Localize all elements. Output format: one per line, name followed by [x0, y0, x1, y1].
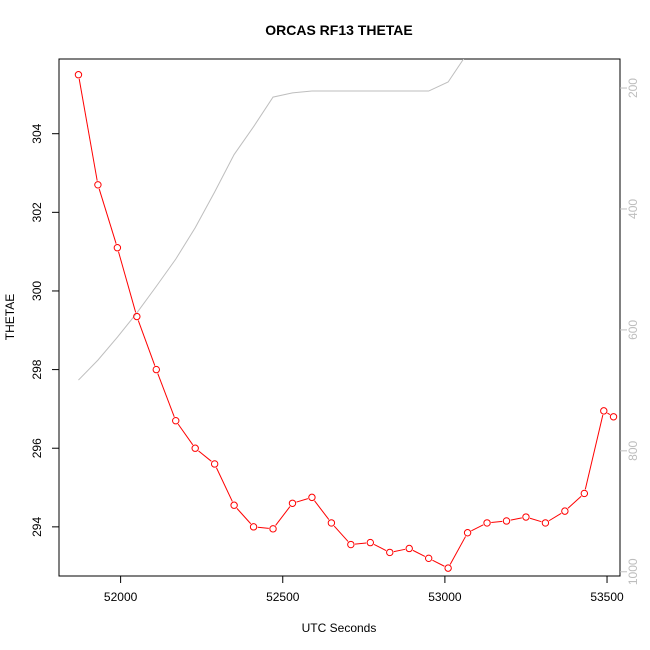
thetae-segment: [314, 500, 330, 520]
thetae-point: [172, 417, 180, 425]
y-axis-label: THETAE: [3, 294, 17, 340]
x-tick-label: 53500: [590, 590, 624, 604]
thetae-segment: [567, 495, 582, 509]
thetae-segment: [157, 373, 175, 417]
thetae-segment: [257, 526, 269, 529]
thetae-segment: [215, 467, 233, 502]
thetae-segment: [296, 498, 309, 503]
thetae-point: [366, 538, 375, 547]
thetae-point: [541, 519, 550, 527]
y-tick-label: 298: [30, 359, 44, 379]
thetae-segment: [412, 549, 426, 557]
thetae-segment: [491, 520, 503, 523]
thetae-point: [308, 493, 316, 502]
thetae-segment: [275, 506, 291, 526]
thetae-point: [133, 312, 141, 321]
chart-title: ORCAS RF13 THETAE: [265, 22, 413, 38]
y-tick-label: 300: [30, 281, 44, 301]
y-tick-label: 296: [30, 438, 44, 458]
thetae-point: [561, 507, 569, 515]
thetae-point: [386, 548, 394, 557]
thetae-segment: [393, 548, 406, 553]
thetae-point: [94, 181, 102, 189]
thetae-point: [347, 540, 355, 549]
thetae-segment: [236, 508, 252, 525]
thetae-point: [424, 554, 433, 563]
x-tick-label: 52000: [104, 590, 138, 604]
y2-tick-label: 600: [626, 320, 640, 340]
thetae-segment: [449, 536, 467, 565]
thetae-segment: [529, 517, 542, 523]
thetae-point: [288, 499, 297, 507]
thetae-segment: [432, 559, 445, 567]
thetae-point: [113, 244, 122, 252]
thetae-point: [463, 529, 472, 537]
x-axis-label: UTC Seconds: [302, 621, 377, 635]
thetae-segment: [333, 525, 349, 542]
thetae-segment: [198, 450, 212, 462]
thetae-point: [74, 71, 83, 79]
thetae-point: [444, 564, 452, 572]
x-tick-label: 53000: [428, 590, 462, 604]
thetae-point: [210, 460, 219, 468]
thetae-segment: [510, 517, 522, 521]
thetae-point: [580, 489, 589, 498]
thetae-point: [269, 525, 277, 533]
thetae-segment: [548, 512, 562, 522]
series-pressure: [78, 59, 465, 381]
thetae-point: [191, 444, 199, 452]
thetae-point: [600, 407, 608, 415]
thetae-point: [249, 523, 258, 531]
thetae-segment: [584, 414, 604, 490]
thetae-point: [483, 519, 491, 527]
y2-tick-label: 400: [626, 199, 640, 219]
thetae-segment: [118, 251, 137, 313]
thetae-segment: [78, 78, 98, 181]
y-tick-label: 294: [30, 517, 44, 537]
x-tick-label: 52500: [266, 590, 300, 604]
y-tick-label: 304: [30, 123, 44, 143]
thetae-segment: [471, 524, 484, 532]
thetae-point: [405, 544, 413, 553]
pressure-line: [78, 59, 465, 381]
thetae-segment: [137, 320, 156, 366]
thetae-segment: [607, 412, 611, 416]
series-thetae: [74, 71, 618, 572]
plot-frame: [58, 58, 621, 577]
thetae-segment: [177, 423, 194, 446]
y-tick-label: 302: [30, 202, 44, 222]
y2-tick-label: 200: [626, 78, 640, 98]
y2-tick-label: 1000: [626, 558, 640, 585]
thetae-point: [152, 365, 160, 374]
axes: 52000 52500 53000 53500 294 296 298 300 302 304 20…: [30, 78, 640, 604]
thetae-point: [502, 517, 511, 525]
thetae-point: [230, 501, 238, 509]
thetae-segment: [354, 542, 367, 545]
y2-tick-label: 800: [626, 440, 640, 460]
thetae-point: [327, 519, 336, 527]
thetae-segment: [98, 188, 117, 244]
thetae-point: [522, 513, 530, 521]
thetae-point: [609, 413, 618, 421]
thetae-segment: [373, 544, 387, 551]
